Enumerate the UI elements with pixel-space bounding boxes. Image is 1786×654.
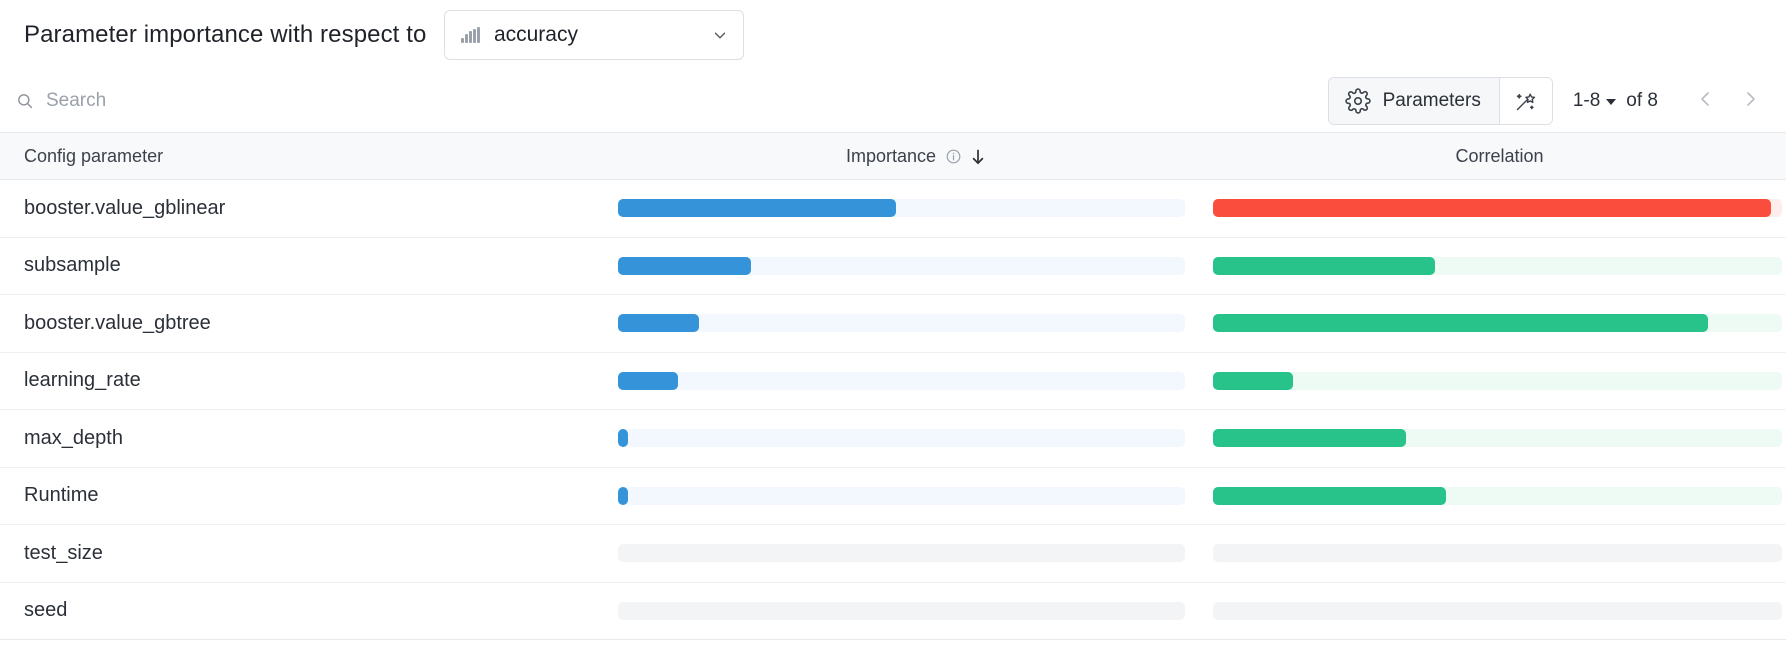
row-parameter-name: learning_rate	[24, 369, 141, 392]
correlation-bar-cell	[1213, 583, 1782, 640]
pagination: 1-8 of 8	[1573, 81, 1772, 121]
correlation-bar-fill	[1213, 429, 1407, 448]
chevron-right-icon	[1740, 89, 1760, 114]
importance-bar-fill	[618, 486, 629, 505]
importance-bar-track	[618, 544, 1185, 563]
importance-bar-track	[618, 314, 1185, 333]
page-range-dropdown[interactable]: 1-8	[1572, 90, 1617, 112]
importance-bar-cell	[618, 295, 1185, 352]
column-header-importance-label: Importance	[845, 145, 937, 166]
correlation-bar-track	[1213, 314, 1782, 333]
importance-bar-cell	[618, 238, 1185, 295]
panel-header: Parameter importance with respect to acc…	[0, 0, 1786, 70]
importance-bar-cell	[618, 468, 1185, 525]
column-header-correlation[interactable]: Correlation	[1455, 145, 1544, 166]
table-row[interactable]: subsample	[0, 238, 1786, 295]
search-input[interactable]	[44, 89, 364, 113]
table-row[interactable]: learning_rate	[0, 353, 1786, 410]
importance-bar-fill	[618, 314, 700, 333]
parameters-button[interactable]: Parameters	[1328, 78, 1500, 124]
correlation-bar-fill	[1213, 199, 1771, 218]
column-header-importance[interactable]: Importance	[618, 146, 1213, 167]
table-row[interactable]: max_depth	[0, 410, 1786, 468]
table-row[interactable]: test_size	[0, 525, 1786, 583]
correlation-bar-cell	[1213, 468, 1782, 525]
table-body: booster.value_gblinear subsample booster.v…	[0, 180, 1786, 640]
correlation-bar-track	[1213, 256, 1782, 275]
table-row[interactable]: seed	[0, 583, 1786, 640]
toolbar-right: Parameters 1-8	[1327, 77, 1772, 125]
importance-bar-cell	[618, 410, 1185, 467]
page-total-label: of 8	[1626, 90, 1658, 111]
toolbar-button-group: Parameters	[1327, 77, 1553, 125]
metric-select[interactable]: accuracy	[444, 10, 745, 60]
correlation-bar-track	[1213, 486, 1782, 505]
correlation-bar-cell	[1213, 353, 1782, 410]
table-row[interactable]: booster.value_gblinear	[0, 180, 1786, 238]
importance-bar-cell	[618, 180, 1185, 237]
row-parameter-name: subsample	[24, 254, 121, 277]
correlation-bar-track	[1213, 601, 1782, 620]
importance-bar-track	[618, 601, 1185, 620]
info-icon[interactable]	[945, 148, 962, 165]
row-parameter-name: booster.value_gblinear	[24, 196, 226, 219]
correlation-bar-cell	[1213, 295, 1782, 352]
importance-bar-cell	[618, 583, 1185, 640]
search-box[interactable]	[10, 83, 370, 119]
table-row[interactable]: Runtime	[0, 468, 1786, 525]
column-header-config-parameter[interactable]: Config parameter	[24, 145, 164, 166]
table-header-row: Config parameter Importance Correlation	[0, 132, 1786, 180]
correlation-bar-fill	[1213, 256, 1435, 275]
row-parameter-name: test_size	[24, 541, 103, 564]
importance-bar-track	[618, 486, 1185, 505]
importance-bar-cell	[618, 525, 1185, 582]
importance-bar-fill	[618, 199, 896, 218]
importance-bar-track	[618, 429, 1185, 448]
correlation-bar-fill	[1213, 314, 1709, 333]
prev-page-button[interactable]	[1684, 81, 1728, 121]
sort-descending-arrow-icon	[971, 148, 985, 165]
caret-down-icon	[1606, 99, 1617, 105]
parameter-importance-table: Config parameter Importance Correlation …	[0, 132, 1786, 640]
barchart-icon	[461, 27, 480, 43]
correlation-bar-track	[1213, 371, 1782, 390]
table-toolbar: Parameters 1-8	[0, 70, 1786, 132]
search-icon	[16, 92, 34, 110]
correlation-bar-fill	[1213, 486, 1447, 505]
correlation-bar-track	[1213, 544, 1782, 563]
row-parameter-name: Runtime	[24, 484, 99, 507]
correlation-bar-fill	[1213, 371, 1293, 390]
page-range-label: 1-8	[1572, 90, 1601, 111]
parameters-button-label: Parameters	[1382, 90, 1481, 111]
importance-bar-fill	[618, 371, 678, 390]
next-page-button[interactable]	[1728, 81, 1772, 121]
correlation-bar-cell	[1213, 525, 1782, 582]
importance-bar-cell	[618, 353, 1185, 410]
correlation-bar-cell	[1213, 180, 1782, 237]
correlation-bar-cell	[1213, 410, 1782, 467]
importance-bar-track	[618, 199, 1185, 218]
table-row[interactable]: booster.value_gbtree	[0, 295, 1786, 353]
importance-bar-track	[618, 256, 1185, 275]
importance-bar-fill	[618, 256, 752, 275]
correlation-bar-track	[1213, 429, 1782, 448]
magic-wand-icon	[1514, 89, 1538, 113]
correlation-bar-track	[1213, 199, 1782, 218]
page-title: Parameter importance with respect to	[24, 21, 427, 48]
chevron-left-icon	[1696, 89, 1716, 114]
row-parameter-name: booster.value_gbtree	[24, 311, 211, 334]
magic-wand-button[interactable]	[1499, 78, 1552, 124]
chevron-down-icon	[711, 26, 729, 44]
row-parameter-name: seed	[24, 599, 68, 622]
gear-icon	[1344, 88, 1371, 114]
correlation-bar-cell	[1213, 238, 1782, 295]
importance-bar-track	[618, 371, 1185, 390]
importance-bar-fill	[618, 429, 629, 448]
metric-select-value: accuracy	[493, 23, 578, 46]
row-parameter-name: max_depth	[24, 426, 123, 449]
